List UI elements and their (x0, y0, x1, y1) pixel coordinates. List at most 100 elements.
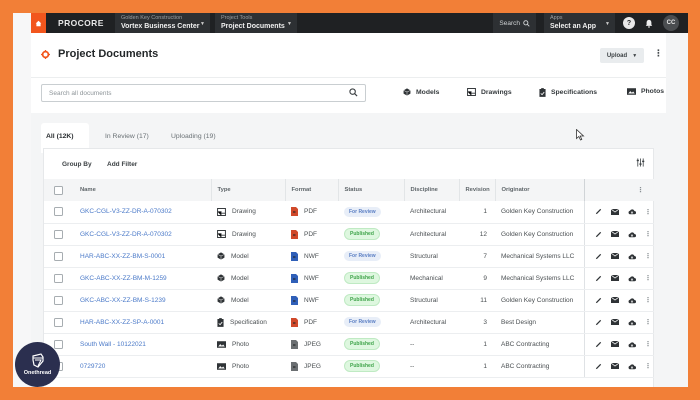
tool-selector[interactable]: Project Tools Project Documents ▼ (215, 13, 297, 33)
column-header-status[interactable]: Status (338, 179, 405, 201)
row-checkbox[interactable] (54, 207, 63, 217)
download-icon[interactable] (628, 231, 636, 238)
tab-in-review[interactable]: In Review (17) (105, 133, 149, 140)
row-checkbox[interactable] (54, 339, 63, 349)
email-icon[interactable] (610, 231, 619, 237)
user-avatar[interactable]: CC (663, 15, 679, 31)
table-row[interactable]: GKC-ABC-XX-ZZ-BM-M-1259 Model NWF Published… (44, 267, 654, 290)
quick-link-specifications[interactable]: Specifications (539, 88, 597, 97)
row-checkbox[interactable] (54, 295, 63, 305)
column-header-revision[interactable]: Revision (459, 179, 496, 201)
row-more-button[interactable]: ⋮ (644, 297, 652, 304)
company-selector[interactable]: Golden Key Construction Vortex Business … (115, 13, 210, 33)
quick-link-models[interactable]: Models (403, 88, 439, 96)
download-icon[interactable] (628, 275, 636, 282)
row-checkbox[interactable] (54, 317, 63, 327)
document-name-link[interactable]: HAR-ABC-XX-ZZ-BM-S-0001 (80, 252, 166, 260)
row-more-button[interactable]: ⋮ (644, 275, 652, 282)
document-name-link[interactable]: GKC-ABC-XX-ZZ-BM-M-1259 (80, 274, 167, 282)
row-checkbox[interactable] (54, 273, 63, 283)
tab-uploading[interactable]: Uploading (19) (171, 133, 216, 140)
document-discipline: Mechanical (410, 274, 443, 282)
document-discipline: Structural (410, 296, 438, 304)
procore-logo[interactable]: PROCORE (58, 18, 104, 28)
table-row[interactable]: HAR-ABC-XX-ZZ-SP-A-0001 Specification PDF F… (44, 311, 654, 334)
edit-icon[interactable] (595, 231, 602, 238)
table-row[interactable]: GKC-CGL-V3-ZZ-DR-A-070302 Drawing PDF Publi… (44, 223, 654, 246)
download-icon[interactable] (628, 208, 636, 215)
edit-icon[interactable] (595, 297, 602, 304)
download-icon[interactable] (628, 341, 636, 348)
documents-search-input[interactable] (41, 84, 366, 102)
file-nwf-icon (291, 273, 298, 283)
row-checkbox[interactable] (54, 229, 63, 239)
row-checkbox[interactable] (54, 251, 63, 261)
column-header-name[interactable]: Name (74, 179, 212, 201)
table-row[interactable]: 0729720 Photo JPEG Published -- 1 ABC Contract… (44, 355, 654, 378)
edit-icon[interactable] (595, 253, 602, 260)
columns-menu-button[interactable]: ⋮ (637, 187, 644, 194)
upload-button[interactable]: Upload ▼ (600, 48, 644, 63)
column-header-discipline[interactable]: Discipline (404, 179, 460, 201)
edit-icon[interactable] (595, 363, 602, 370)
email-icon[interactable] (610, 208, 619, 215)
document-revision: 1 (483, 208, 487, 216)
download-icon[interactable] (628, 253, 636, 260)
email-icon[interactable] (610, 341, 619, 347)
help-icon: ? (626, 19, 632, 27)
email-icon[interactable] (610, 319, 619, 325)
tool-label: Project Tools (221, 15, 253, 21)
email-icon[interactable] (610, 253, 619, 259)
document-type: Drawing (232, 230, 256, 238)
table-row[interactable]: South Wall - 10122021 Photo JPEG Published -… (44, 333, 654, 356)
column-header-type[interactable]: Type (211, 179, 286, 201)
help-button[interactable]: ? (623, 17, 635, 29)
edit-icon[interactable] (595, 319, 602, 326)
select-all-checkbox[interactable] (54, 185, 63, 195)
document-name-link[interactable]: 0729720 (80, 362, 106, 370)
quick-link-photos[interactable]: Photos (627, 88, 664, 95)
row-more-button[interactable]: ⋮ (644, 253, 652, 260)
more-options-button[interactable]: ⋮ (654, 48, 663, 58)
home-button[interactable] (31, 13, 46, 33)
download-icon[interactable] (628, 363, 636, 370)
document-name-link[interactable]: GKC-CGL-V3-ZZ-DR-A-070302 (80, 230, 172, 238)
global-search-button[interactable]: Search (493, 13, 536, 33)
group-by-button[interactable]: Group By (62, 161, 92, 168)
download-icon[interactable] (628, 297, 636, 304)
document-name-link[interactable]: GKC-CGL-V3-ZZ-DR-A-070302 (80, 208, 172, 216)
row-more-button[interactable]: ⋮ (644, 363, 652, 370)
status-badge: Published (344, 338, 380, 350)
edit-icon[interactable] (595, 275, 602, 282)
document-originator: Golden Key Construction (501, 230, 574, 238)
document-name-link[interactable]: HAR-ABC-XX-ZZ-SP-A-0001 (80, 318, 165, 326)
row-more-button[interactable]: ⋮ (644, 341, 652, 348)
search-icon[interactable] (349, 88, 358, 97)
edit-icon[interactable] (595, 208, 602, 215)
email-icon[interactable] (610, 275, 619, 281)
download-icon[interactable] (628, 319, 636, 326)
edit-icon[interactable] (595, 341, 602, 348)
apps-selector[interactable]: Apps Select an App ▼ (544, 13, 615, 33)
add-filter-button[interactable]: Add Filter (107, 161, 138, 168)
column-header-format[interactable]: Format (285, 179, 339, 201)
document-name-link[interactable]: South Wall - 10122021 (80, 340, 146, 348)
upload-label: Upload (606, 52, 628, 59)
column-settings-icon[interactable] (636, 158, 645, 167)
quick-link-drawings[interactable]: Drawings (467, 88, 512, 96)
email-icon[interactable] (610, 363, 619, 369)
document-format: JPEG (304, 340, 321, 348)
document-name-link[interactable]: GKC-ABC-XX-ZZ-BM-S-1239 (80, 296, 166, 304)
watermark-label: Onethread (23, 370, 52, 376)
status-badge: Published (344, 360, 380, 372)
row-more-button[interactable]: ⋮ (644, 208, 652, 216)
table-row[interactable]: HAR-ABC-XX-ZZ-BM-S-0001 Model NWF For Revie… (44, 245, 654, 268)
table-row[interactable]: GKC-ABC-XX-ZZ-BM-S-1239 Model NWF Published… (44, 289, 654, 312)
column-header-originator[interactable]: Originator (495, 179, 584, 201)
search-row: Models Drawings Specifications Photos (31, 78, 666, 113)
notifications-button[interactable] (643, 17, 655, 29)
table-row[interactable]: GKC-CGL-V3-ZZ-DR-A-070302 Drawing PDF For R… (44, 201, 654, 224)
row-more-button[interactable]: ⋮ (644, 231, 652, 238)
row-more-button[interactable]: ⋮ (644, 319, 652, 326)
email-icon[interactable] (610, 297, 619, 303)
